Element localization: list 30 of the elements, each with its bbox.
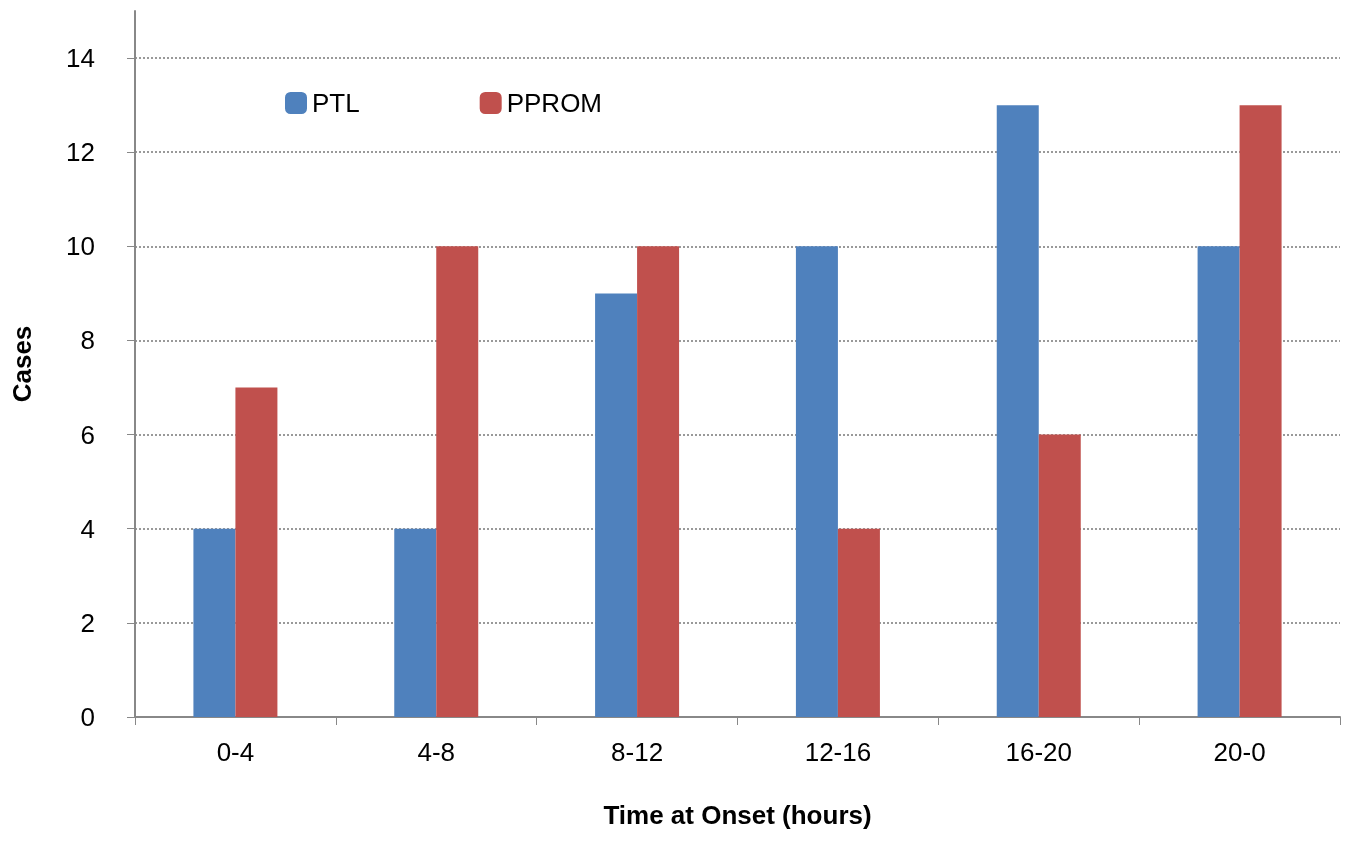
bar	[1038, 434, 1081, 717]
y-tick-label: 4	[80, 513, 95, 544]
bar	[1197, 246, 1240, 717]
x-axis-title: Time at Onset (hours)	[603, 800, 872, 830]
y-tick-label: 6	[80, 419, 95, 450]
y-tick-label: 14	[66, 43, 95, 74]
y-tick-label: 12	[66, 137, 95, 168]
bar	[637, 246, 680, 717]
y-tick-label: 10	[66, 231, 95, 262]
bar	[595, 293, 638, 717]
x-tick-label: 12-16	[804, 737, 872, 767]
x-tick-label: 8-12	[611, 737, 664, 767]
x-tick-label: 20-0	[1213, 737, 1266, 767]
legend-label: PPROM	[506, 88, 603, 118]
y-tick-label: 2	[80, 607, 95, 638]
y-axis-title: Cases	[7, 325, 37, 403]
bar	[193, 528, 236, 717]
x-tick-label: 0-4	[216, 737, 255, 767]
bar	[1239, 105, 1282, 717]
legend-label: PTL	[312, 88, 360, 118]
bar	[795, 246, 838, 717]
x-tick-label: 4-8	[417, 737, 456, 767]
bar	[837, 528, 880, 717]
y-tick-label: 8	[80, 325, 95, 356]
bar	[436, 246, 479, 717]
y-tick-label: 0	[80, 702, 95, 732]
bar	[996, 105, 1039, 717]
x-tick-label: 16-20	[1005, 737, 1072, 767]
bar	[235, 387, 278, 717]
bar	[394, 528, 437, 717]
